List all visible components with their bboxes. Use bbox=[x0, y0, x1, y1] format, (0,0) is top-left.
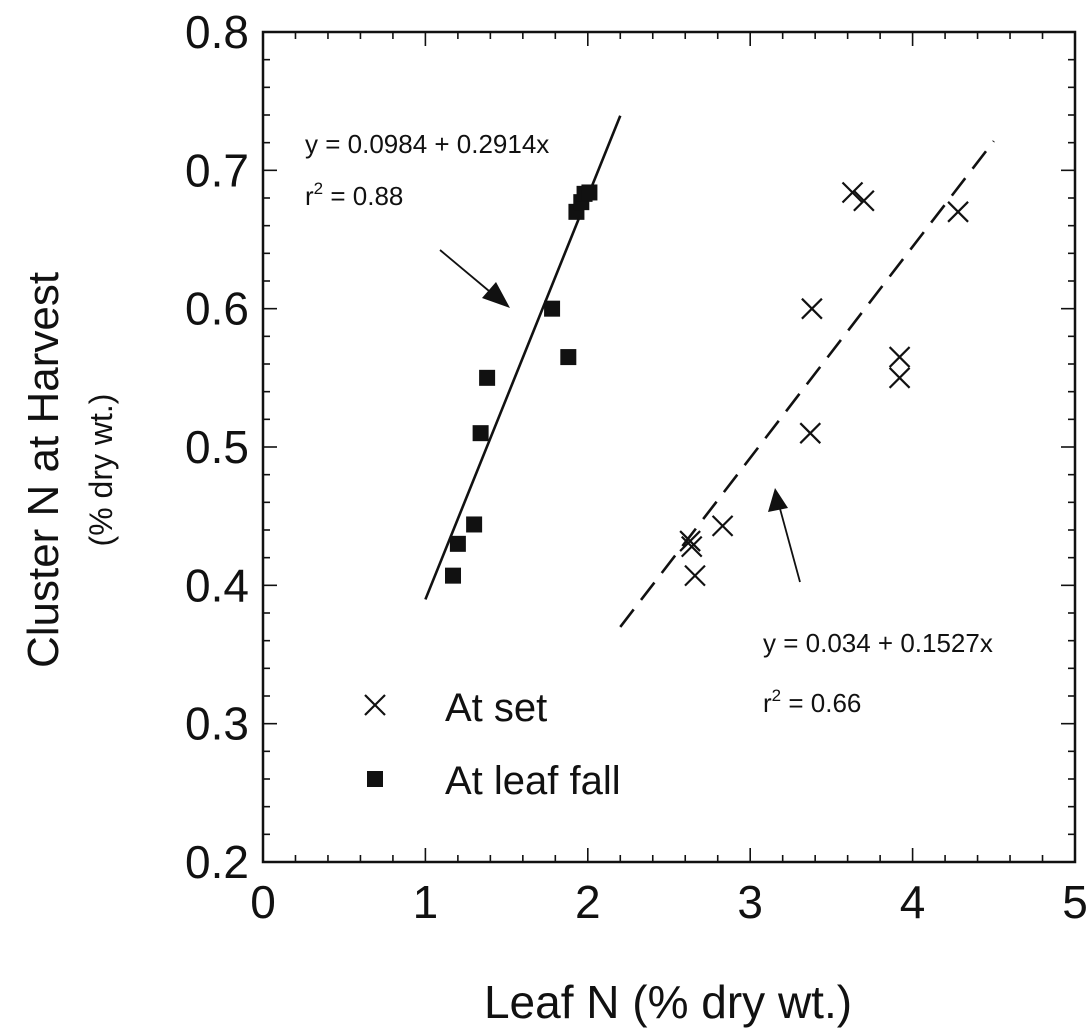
leaf-fall-arrow bbox=[439, 249, 496, 297]
y-tick-label: 0.2 bbox=[185, 836, 249, 888]
point-at-leaf-fall bbox=[479, 369, 496, 386]
leaf-fall-r2-prefix: r bbox=[305, 181, 314, 211]
at-set-r2-sup: 2 bbox=[772, 686, 781, 705]
fit-lines bbox=[424, 115, 995, 628]
x-tick-label: 5 bbox=[1062, 876, 1088, 928]
x-tick-label: 4 bbox=[900, 876, 926, 928]
y-tick-label: 0.7 bbox=[185, 144, 249, 196]
y-tick-label: 0.6 bbox=[185, 283, 249, 335]
leaf-fall-equation: y = 0.0984 + 0.2914x bbox=[305, 129, 549, 159]
point-at-set bbox=[801, 297, 823, 320]
at-set-r2-value: = 0.66 bbox=[781, 688, 861, 718]
point-at-set bbox=[679, 530, 701, 552]
legend-square-icon bbox=[367, 771, 383, 787]
legend-x-icon bbox=[364, 694, 386, 716]
leaf-fall-r2-sup: 2 bbox=[314, 179, 323, 198]
y-tick-labels: 0.2 0.3 0.4 0.5 0.6 0.7 0.8 bbox=[185, 6, 249, 888]
point-at-leaf-fall bbox=[466, 516, 483, 533]
point-at-leaf-fall bbox=[544, 300, 561, 317]
point-at-set bbox=[711, 515, 734, 537]
point-at-leaf-fall bbox=[560, 349, 577, 366]
x-axis-title: Leaf N (% dry wt.) bbox=[484, 976, 852, 1028]
y-tick-label: 0.4 bbox=[185, 559, 249, 611]
leaf-fall-arrowhead bbox=[482, 282, 510, 308]
at-set-r2: r2 = 0.66 bbox=[763, 686, 861, 718]
legend-label-at-set: At set bbox=[445, 686, 547, 730]
point-at-set bbox=[888, 346, 911, 368]
point-at-leaf-fall bbox=[472, 425, 489, 442]
leaf-fall-r2-value: = 0.88 bbox=[323, 181, 403, 211]
x-tick-labels: 0 1 2 3 4 5 bbox=[250, 876, 1088, 928]
data-points bbox=[445, 181, 969, 587]
axis-ticks bbox=[262, 31, 1076, 863]
y-tick-label: 0.5 bbox=[185, 421, 249, 473]
leaf-fall-r2: r2 = 0.88 bbox=[305, 179, 403, 211]
at-set-equation: y = 0.034 + 0.1527x bbox=[763, 628, 993, 658]
y-axis-title: Cluster N at Harvest bbox=[19, 272, 68, 668]
point-at-set bbox=[684, 564, 706, 587]
point-at-leaf-fall bbox=[449, 535, 466, 552]
point-at-set bbox=[947, 201, 969, 223]
point-at-set bbox=[799, 422, 822, 444]
y-tick-label: 0.8 bbox=[185, 6, 249, 58]
y-axis-subtitle: (% dry wt.) bbox=[83, 394, 119, 547]
x-tick-label: 1 bbox=[413, 876, 439, 928]
x-tick-label: 2 bbox=[575, 876, 601, 928]
point-at-leaf-fall bbox=[445, 567, 462, 584]
at-set-r2-prefix: r bbox=[763, 688, 772, 718]
legend-label-at-leaf-fall: At leaf fall bbox=[445, 759, 621, 803]
point-at-set bbox=[853, 189, 875, 212]
at-set-arrow bbox=[778, 504, 801, 583]
point-at-set bbox=[680, 535, 703, 558]
at-set-arrowhead bbox=[768, 488, 788, 512]
point-at-leaf-fall bbox=[581, 184, 598, 201]
x-tick-label: 0 bbox=[250, 876, 276, 928]
x-tick-label: 3 bbox=[737, 876, 763, 928]
point-at-set bbox=[841, 181, 864, 204]
point-at-set bbox=[888, 367, 911, 389]
y-tick-label: 0.3 bbox=[185, 698, 249, 750]
legend: At set At leaf fall bbox=[364, 686, 621, 803]
at-set-fit-line bbox=[619, 140, 995, 628]
